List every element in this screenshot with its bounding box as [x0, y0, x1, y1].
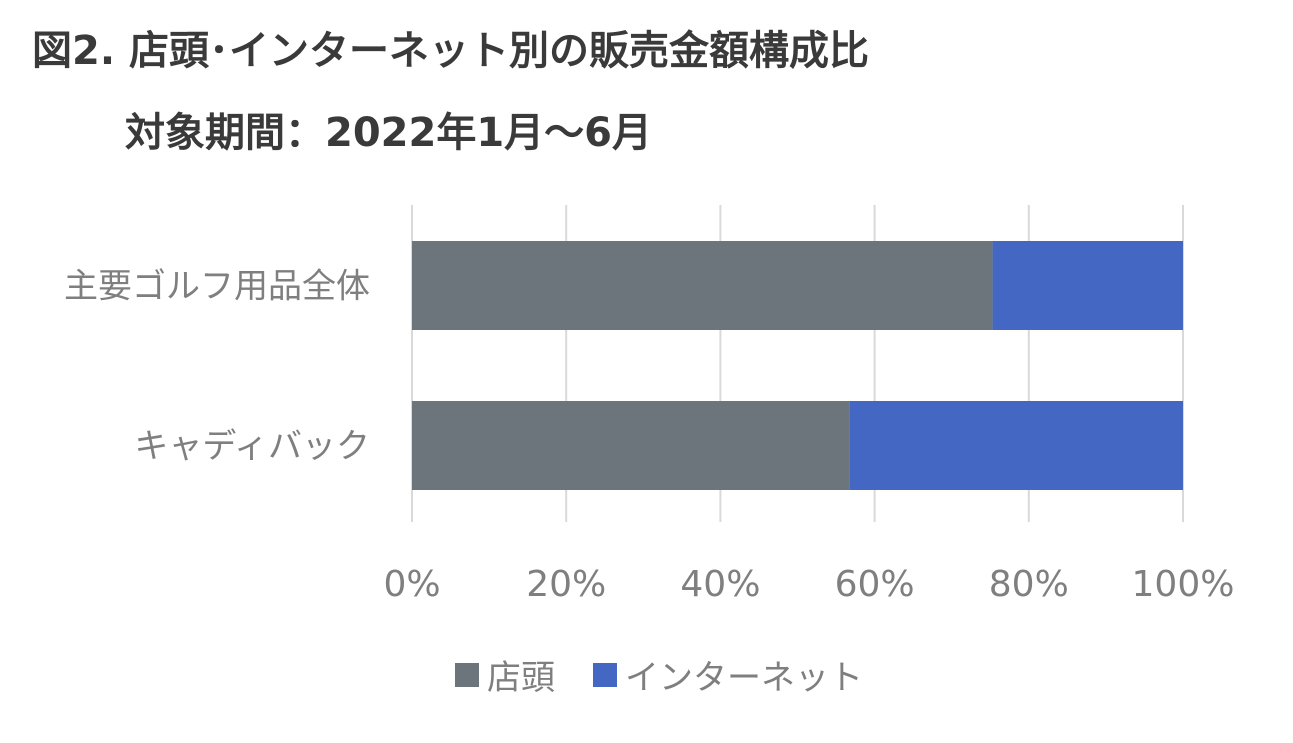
legend-swatch-internet: [593, 662, 617, 687]
x-tick-label: 0%: [383, 564, 440, 605]
legend-swatch-store: [455, 662, 479, 687]
bar-segment-internet: [992, 241, 1183, 330]
chart-title: 図2. 店頭･インターネット別の販売金額構成比: [32, 28, 869, 74]
x-tick-labels: 0% 20% 40% 60% 80% 100%: [383, 564, 1234, 605]
bar-segment-internet: [849, 401, 1183, 490]
legend-label-store: 店頭: [487, 658, 555, 698]
chart-subtitle: 対象期間：2022年1月～6月: [125, 110, 652, 156]
x-tick-label: 60%: [835, 564, 915, 605]
legend-item-internet: インターネット: [593, 650, 863, 699]
x-tick-label: 80%: [989, 564, 1069, 605]
category-label: キャディバック: [134, 427, 370, 467]
bars: [412, 241, 1183, 490]
legend: 店頭 インターネット: [455, 650, 901, 699]
x-tick-label: 100%: [1132, 564, 1235, 605]
legend-item-store: 店頭: [455, 650, 555, 699]
bar-segment-store: [412, 401, 850, 490]
bar-segment-store: [412, 241, 993, 330]
x-tick-label: 40%: [680, 564, 760, 605]
category-label: 主要ゴルフ用品全体: [64, 267, 370, 307]
legend-label-internet: インターネット: [625, 658, 863, 698]
x-tick-label: 20%: [526, 564, 606, 605]
